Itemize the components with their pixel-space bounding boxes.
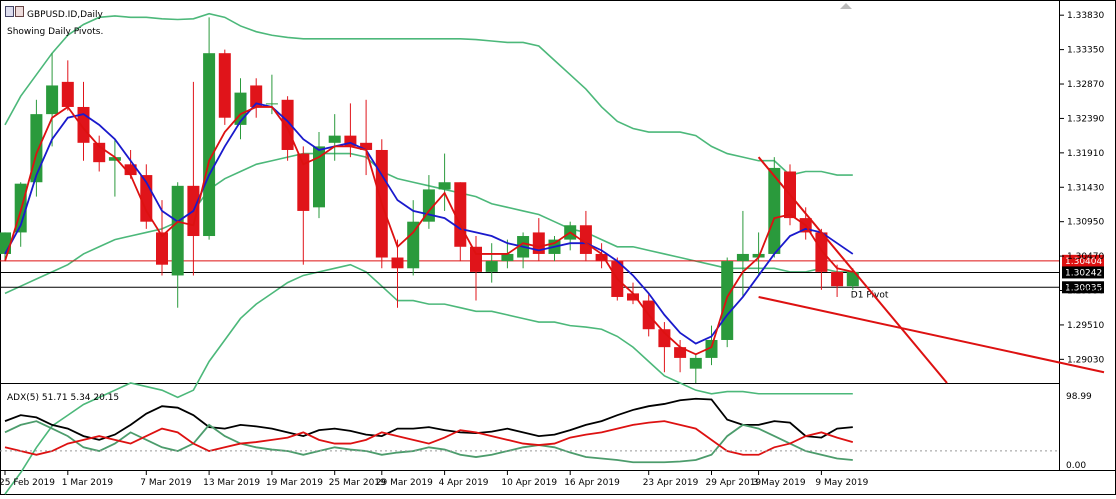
candle-body bbox=[454, 182, 467, 247]
y-tick-label: 1.33830 bbox=[1067, 11, 1104, 21]
candle-body bbox=[846, 271, 859, 287]
bollinger-lower-line bbox=[4, 263, 853, 495]
pivot-price-label: 1.30404 bbox=[1065, 257, 1102, 267]
candle-body bbox=[658, 329, 671, 348]
candle-body bbox=[470, 246, 482, 272]
adx-plus-di-line bbox=[4, 420, 853, 464]
pivot-caption: D1 Pivot bbox=[851, 290, 889, 300]
x-tick-label: 4 Apr 2019 bbox=[439, 478, 489, 488]
candle-body bbox=[532, 232, 545, 254]
candle-body bbox=[407, 221, 420, 269]
candle-body bbox=[595, 253, 608, 262]
adx-scale-top: 98.99 bbox=[1066, 392, 1092, 402]
adx-minus-di-line bbox=[4, 420, 854, 456]
x-tick-label: 9 May 2019 bbox=[815, 478, 868, 488]
candle-body bbox=[344, 135, 357, 147]
candle-body bbox=[0, 232, 11, 254]
adx-label: ADX(5) 51.71 5.34 20.15 bbox=[7, 393, 119, 403]
candle-body bbox=[736, 253, 749, 262]
bollinger-upper-line bbox=[4, 12, 853, 176]
candle-body bbox=[360, 142, 373, 150]
candle-body bbox=[627, 293, 639, 301]
candle-body bbox=[689, 357, 702, 369]
x-tick-label: 10 Apr 2019 bbox=[501, 478, 557, 488]
candle-body bbox=[721, 261, 734, 340]
y-tick-label: 1.31430 bbox=[1067, 183, 1104, 193]
candle-body bbox=[485, 261, 498, 272]
x-tick-label: 29 Mar 2019 bbox=[376, 478, 433, 488]
adx-scale-bottom: 0.00 bbox=[1066, 461, 1086, 471]
candle-body bbox=[77, 106, 90, 143]
candle-body bbox=[61, 81, 74, 107]
y-tick-label: 1.29030 bbox=[1067, 355, 1104, 365]
pivot-price-tag bbox=[1062, 281, 1104, 294]
candle-body bbox=[203, 53, 216, 237]
x-tick-label: 13 Mar 2019 bbox=[203, 478, 260, 488]
candle-body bbox=[171, 185, 184, 276]
window-icon bbox=[5, 6, 24, 17]
candle-body bbox=[297, 153, 310, 211]
y-tick-label: 1.31910 bbox=[1067, 149, 1104, 159]
y-tick-label: 1.29990 bbox=[1067, 287, 1104, 297]
x-tick-label: 23 Apr 2019 bbox=[643, 478, 699, 488]
candle-body bbox=[768, 167, 781, 254]
candle-body bbox=[46, 85, 59, 115]
candle-body bbox=[705, 339, 718, 358]
ma-red-line bbox=[4, 105, 854, 356]
pivot-price-label: 1.30035 bbox=[1065, 283, 1102, 293]
x-tick-label: 7 Mar 2019 bbox=[140, 478, 192, 488]
trend-line bbox=[758, 295, 1105, 374]
y-tick-label: 1.33350 bbox=[1067, 46, 1104, 56]
y-tick-label: 1.29510 bbox=[1067, 321, 1104, 331]
candle-body bbox=[674, 347, 687, 358]
candle-body bbox=[831, 271, 844, 287]
x-tick-label: 1 Mar 2019 bbox=[62, 478, 114, 488]
candle-body bbox=[156, 232, 168, 265]
candle-body bbox=[313, 146, 325, 208]
x-tick-label: 3 May 2019 bbox=[753, 478, 806, 488]
y-tick-label: 1.32390 bbox=[1067, 114, 1104, 124]
candle-body bbox=[579, 225, 592, 254]
candle-body bbox=[438, 182, 451, 190]
trend-line bbox=[757, 156, 948, 384]
candle-body bbox=[391, 257, 404, 269]
candle-body bbox=[328, 135, 341, 143]
candle-body bbox=[265, 103, 278, 105]
y-tick-label: 1.30950 bbox=[1067, 218, 1104, 228]
symbol-title: GBPUSD.ID,Daily bbox=[27, 10, 104, 20]
x-tick-label: 16 Apr 2019 bbox=[564, 478, 620, 488]
x-tick-label: 19 Mar 2019 bbox=[266, 478, 323, 488]
x-tick-label: 29 Apr 2019 bbox=[706, 478, 762, 488]
x-tick-label: 25 Mar 2019 bbox=[329, 478, 386, 488]
candle-body bbox=[815, 232, 828, 272]
shift-marker-icon[interactable] bbox=[840, 3, 852, 9]
y-tick-label: 1.30470 bbox=[1067, 252, 1104, 262]
candle-body bbox=[124, 164, 137, 176]
candle-body bbox=[501, 253, 514, 262]
x-tick-label: 25 Feb 2019 bbox=[0, 478, 55, 488]
pivot-price-tag bbox=[1062, 254, 1104, 267]
candle-body bbox=[250, 85, 263, 107]
pivot-price-label: 1.30242 bbox=[1065, 268, 1102, 278]
pivot-price-tag bbox=[1062, 266, 1104, 279]
pivot-note: Showing Daily Pivots. bbox=[7, 27, 103, 37]
candle-body bbox=[108, 157, 121, 161]
adx-main-line bbox=[4, 397, 853, 441]
candle-body bbox=[218, 53, 231, 118]
y-tick-label: 1.32870 bbox=[1067, 80, 1104, 90]
ma-blue-line bbox=[4, 102, 854, 345]
